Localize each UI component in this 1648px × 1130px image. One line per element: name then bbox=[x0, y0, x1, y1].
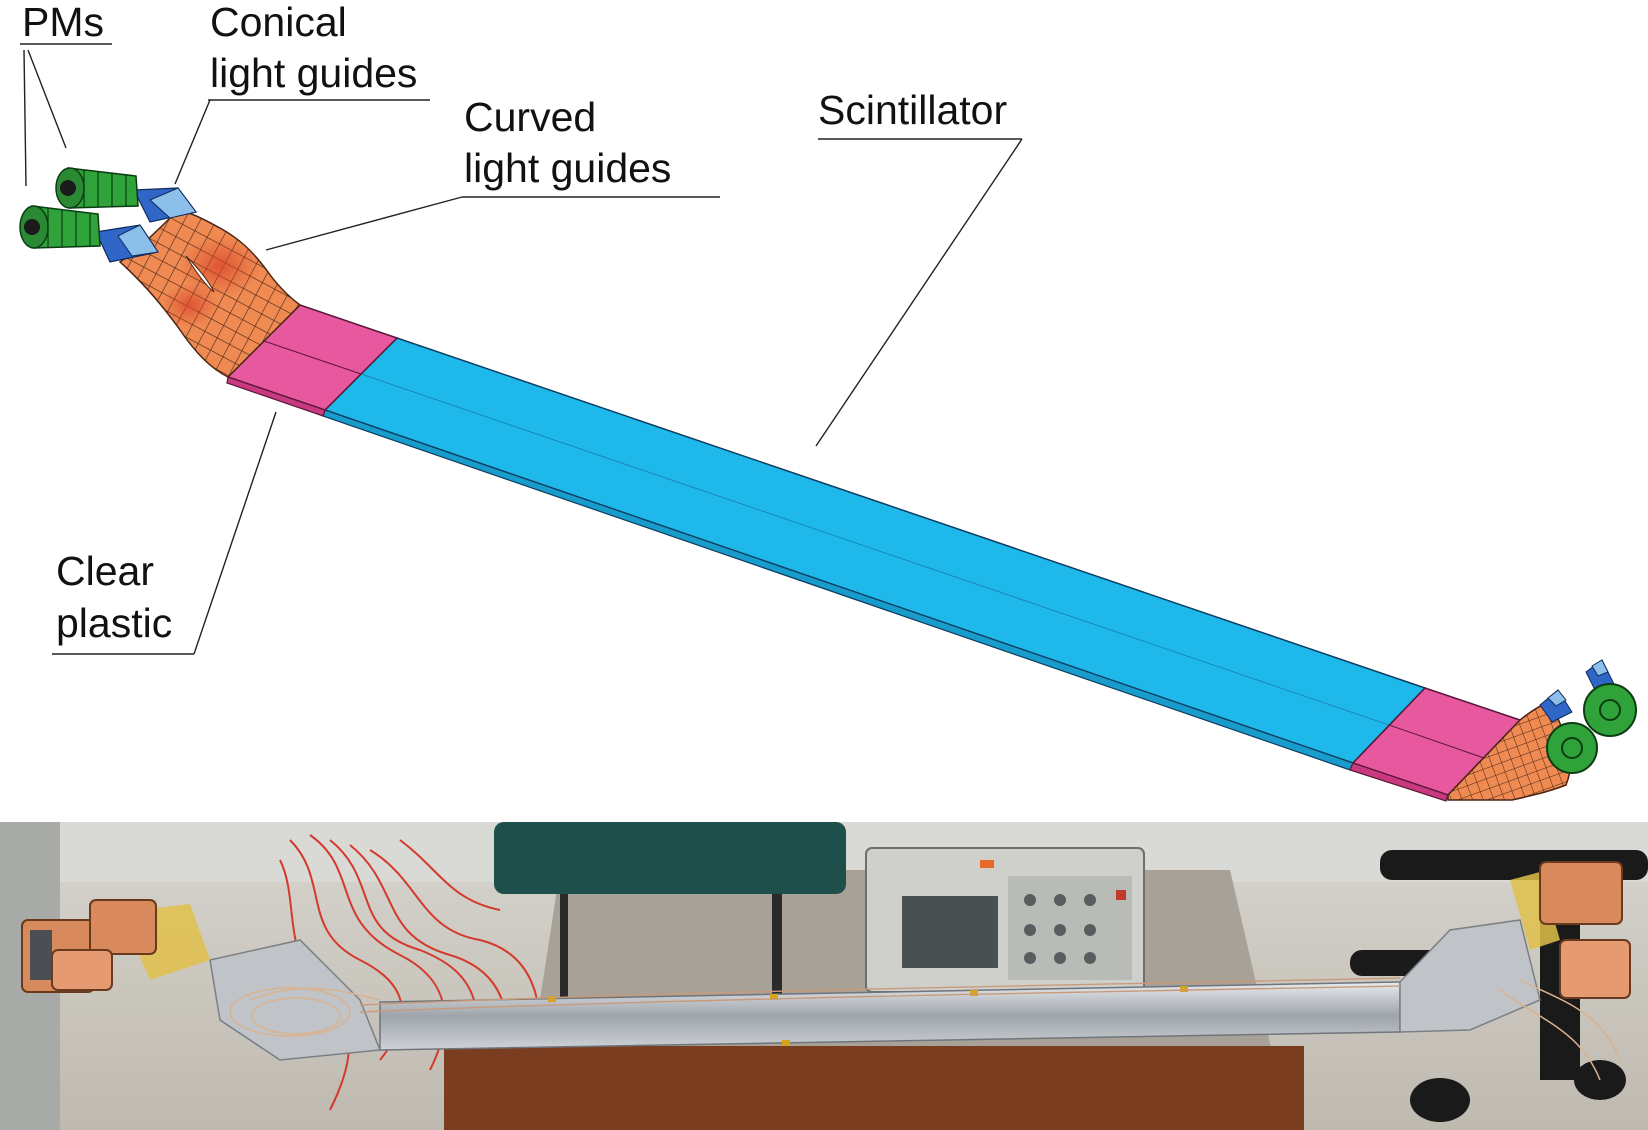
pm-tubes-right bbox=[1546, 683, 1637, 774]
signal-wires bbox=[359, 977, 1401, 1013]
pm-tube-upper bbox=[55, 167, 139, 209]
conical-light-guides-left bbox=[95, 187, 198, 263]
pm-tubes-left bbox=[19, 167, 139, 249]
office-chair bbox=[494, 822, 846, 1014]
oscilloscope bbox=[865, 847, 1145, 993]
label-clear-line2: plastic bbox=[56, 600, 172, 646]
lab-photo bbox=[0, 822, 1648, 1130]
label-curved-line1: Curved bbox=[464, 94, 596, 140]
diagram-labels: PMs Conical light guides Curved light gu… bbox=[22, 0, 1007, 646]
label-curved-line2: light guides bbox=[464, 145, 671, 191]
curved-light-guides-right bbox=[1447, 701, 1572, 801]
curved-light-guides-left bbox=[118, 209, 302, 378]
label-conical-line1: Conical bbox=[210, 0, 347, 45]
pm-tube-lower bbox=[19, 205, 101, 249]
leader-lines bbox=[20, 43, 1023, 655]
label-pms: PMs bbox=[22, 0, 104, 45]
wooden-stand bbox=[444, 1046, 1304, 1130]
scintillator-bar bbox=[322, 337, 1427, 771]
label-clear-line1: Clear bbox=[56, 548, 154, 594]
detector-end-right-photo bbox=[1399, 861, 1631, 1081]
label-scintillator: Scintillator bbox=[818, 87, 1007, 133]
detector-end-left-photo bbox=[21, 899, 382, 1061]
detector-diagram: PMs Conical light guides Curved light gu… bbox=[19, 0, 1637, 802]
label-conical-line2: light guides bbox=[210, 50, 417, 96]
